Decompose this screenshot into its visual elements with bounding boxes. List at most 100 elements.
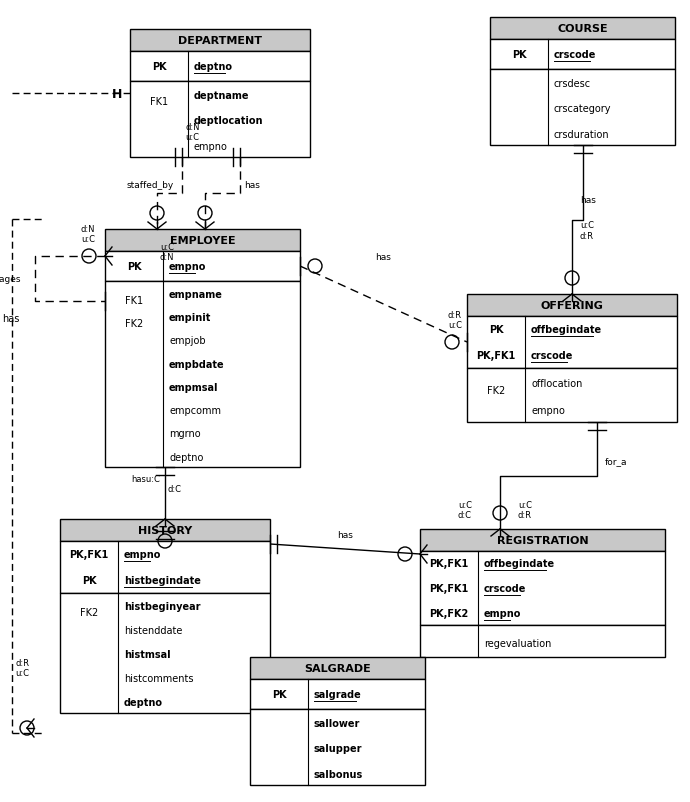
Text: mgrno: mgrno [169,429,201,439]
Text: histcomments: histcomments [124,674,193,683]
Bar [420,529,665,551]
Text: d:C: d:C [167,485,181,494]
Text: deptlocation: deptlocation [194,116,264,126]
Text: offbegindate: offbegindate [531,325,602,334]
Text: COURSE: COURSE [558,24,608,34]
Bar [467,317,677,369]
Text: histbeginyear: histbeginyear [124,602,201,611]
Text: d:R: d:R [580,232,594,241]
Bar [490,18,675,40]
Text: REGISTRATION: REGISTRATION [497,535,589,545]
Text: salbonus: salbonus [314,768,363,779]
Text: empname: empname [169,290,223,299]
Text: crscategory: crscategory [554,104,611,114]
Bar [250,679,425,709]
Text: d:N: d:N [160,253,175,262]
Text: PK: PK [81,575,97,585]
Text: PK: PK [489,325,503,334]
Text: has: has [580,196,596,205]
Text: sallower: sallower [314,718,360,728]
Text: has: has [337,530,353,539]
Text: empno: empno [194,141,228,152]
Text: histbegindate: histbegindate [124,575,201,585]
Bar [105,229,300,252]
Bar [490,70,675,146]
Text: manages: manages [0,274,21,284]
Text: PK,FK2: PK,FK2 [429,608,469,618]
Text: EMPLOYEE: EMPLOYEE [170,236,235,245]
Text: empno: empno [484,608,522,618]
Text: deptname: deptname [194,91,250,101]
Text: empmsal: empmsal [169,383,219,392]
Text: histenddate: histenddate [124,626,182,635]
Text: crscode: crscode [531,350,573,361]
Text: offlocation: offlocation [531,379,582,388]
Text: FK2: FK2 [487,385,505,395]
Text: PK,FK1: PK,FK1 [70,549,108,559]
Bar [60,541,270,593]
Text: for_a: for_a [605,456,627,465]
Bar [467,369,677,423]
Text: FK2: FK2 [125,318,143,329]
Text: PK: PK [272,689,286,699]
Text: hasu:C: hasu:C [131,475,160,484]
Text: empno: empno [169,261,206,272]
Text: has: has [244,181,260,190]
Bar [420,551,665,626]
Text: DEPARTMENT: DEPARTMENT [178,36,262,46]
Text: PK: PK [512,50,526,60]
Bar [60,593,270,713]
Text: crsdesc: crsdesc [554,79,591,89]
Text: u:C: u:C [458,500,472,508]
Bar [467,294,677,317]
Text: histmsal: histmsal [124,650,170,659]
Text: d:N: d:N [81,225,95,233]
Text: d:R: d:R [448,310,462,319]
Text: PK,FK1: PK,FK1 [476,350,515,361]
Text: PK: PK [152,62,166,72]
Text: SALGRADE: SALGRADE [304,663,371,673]
Text: offbegindate: offbegindate [484,559,555,569]
Bar [60,520,270,541]
Bar [130,82,310,158]
Bar [105,282,300,468]
Text: empinit: empinit [169,313,211,322]
Text: PK,FK1: PK,FK1 [429,583,469,593]
Bar [105,252,300,282]
Text: d:N: d:N [185,124,199,132]
Text: has: has [2,314,19,323]
Text: d:R: d:R [15,658,29,668]
Text: crsduration: crsduration [554,129,610,140]
Text: FK1: FK1 [150,97,168,107]
Text: d:R: d:R [518,511,532,520]
Bar [130,52,310,82]
Text: has: has [375,252,391,261]
Text: empjob: empjob [169,336,206,346]
Text: empno: empno [531,405,565,415]
Text: u:C: u:C [580,221,594,229]
Text: deptno: deptno [169,452,204,462]
Bar [250,709,425,785]
Text: crscode: crscode [484,583,526,593]
Text: FK1: FK1 [125,295,143,306]
Text: crscode: crscode [554,50,596,60]
Text: empbdate: empbdate [169,359,225,369]
Text: u:C: u:C [15,669,29,678]
Text: u:C: u:C [81,234,95,243]
Text: H: H [112,87,122,100]
Text: salgrade: salgrade [314,689,362,699]
Text: deptno: deptno [124,697,163,707]
Text: u:C: u:C [160,243,174,252]
Text: empno: empno [124,549,161,559]
Bar [490,40,675,70]
Text: PK,FK1: PK,FK1 [429,559,469,569]
Text: d:C: d:C [458,511,472,520]
Text: u:C: u:C [448,320,462,329]
Bar [420,626,665,657]
Text: PK: PK [127,261,141,272]
Text: u:C: u:C [185,133,199,142]
Text: salupper: salupper [314,743,362,753]
Text: staffed_by: staffed_by [127,181,175,190]
Text: FK2: FK2 [80,607,98,618]
Text: OFFERING: OFFERING [540,301,604,310]
